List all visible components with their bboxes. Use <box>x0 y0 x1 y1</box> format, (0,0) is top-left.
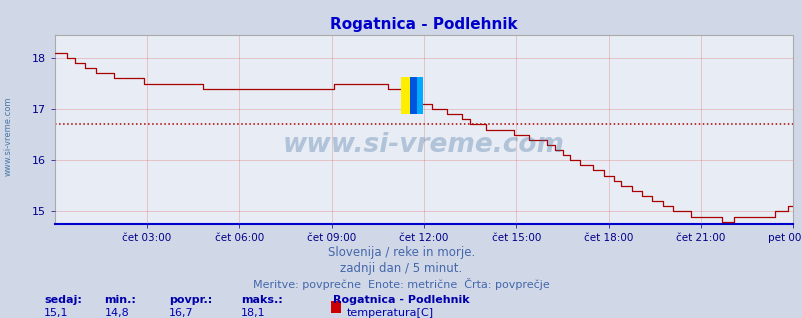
Text: maks.:: maks.: <box>241 295 282 305</box>
Text: min.:: min.: <box>104 295 136 305</box>
Text: povpr.:: povpr.: <box>168 295 212 305</box>
Text: www.si-vreme.com: www.si-vreme.com <box>282 132 565 158</box>
Text: zadnji dan / 5 minut.: zadnji dan / 5 minut. <box>340 262 462 275</box>
Text: www.si-vreme.com: www.si-vreme.com <box>3 97 13 176</box>
Bar <box>400 77 410 114</box>
Text: 16,7: 16,7 <box>168 308 193 318</box>
Bar <box>417 77 422 114</box>
Text: Meritve: povprečne  Enote: metrične  Črta: povprečje: Meritve: povprečne Enote: metrične Črta:… <box>253 278 549 290</box>
Text: 15,1: 15,1 <box>44 308 69 318</box>
Text: temperatura[C]: temperatura[C] <box>346 308 433 318</box>
Title: Rogatnica - Podlehnik: Rogatnica - Podlehnik <box>330 17 517 32</box>
Text: Slovenija / reke in morje.: Slovenija / reke in morje. <box>327 246 475 259</box>
Bar <box>410 77 417 114</box>
Text: sedaj:: sedaj: <box>44 295 82 305</box>
Text: 18,1: 18,1 <box>241 308 265 318</box>
Text: 14,8: 14,8 <box>104 308 129 318</box>
Text: Rogatnica - Podlehnik: Rogatnica - Podlehnik <box>333 295 469 305</box>
